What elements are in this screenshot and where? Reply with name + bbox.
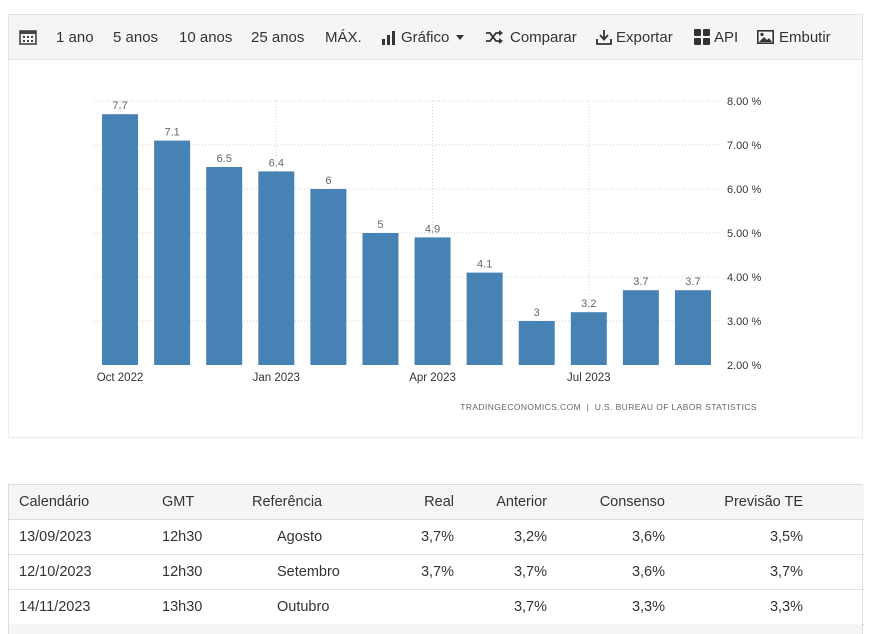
compare-button[interactable]: Comparar [485, 15, 577, 59]
range-10-years[interactable]: 10 anos [179, 28, 233, 46]
cell-actual: 3,7% [402, 554, 454, 590]
chart-panel: 2.00 % 3.00 % 4.00 % 5.00 % 6.00 % 7.00 % 8.00… [8, 60, 863, 438]
bar [102, 114, 139, 365]
api-label: API [714, 28, 739, 46]
y-tick-label: 2.00 % [727, 360, 761, 372]
bar-value-label: 7.7 [112, 100, 127, 112]
export-label: Exportar [616, 28, 673, 46]
y-tick-label: 4.00 % [727, 272, 761, 284]
bar [206, 167, 243, 365]
bar-value-label: 3.7 [685, 276, 700, 288]
x-tick-label: Apr 2023 [409, 372, 456, 384]
cell-date: 13/09/2023 [9, 519, 152, 555]
cell-actual [402, 589, 454, 625]
bar-value-label: 4.1 [477, 259, 492, 271]
calendar-icon[interactable] [19, 15, 37, 59]
cell-date: 12/10/2023 [9, 554, 152, 590]
bar [258, 171, 295, 365]
cell-consensus: 3,6% [547, 519, 665, 555]
chart-type-dropdown[interactable]: Gráfico [381, 15, 465, 59]
bar-value-label: 4.9 [425, 223, 440, 235]
cell-reference: Agosto [242, 519, 402, 555]
x-tick-label: Oct 2022 [97, 372, 144, 384]
bar-value-label: 3.7 [633, 276, 648, 288]
y-tick-label: 8.00 % [727, 96, 761, 108]
table-row: 13/09/2023 12h30 Agosto 3,7% 3,2% 3,6% 3… [9, 519, 864, 555]
caret-down-icon [456, 34, 465, 40]
embed-button[interactable]: Embutir [757, 15, 831, 59]
bar-value-label: 7.1 [164, 127, 179, 139]
cell-consensus: 3,6% [547, 554, 665, 590]
y-tick-label: 5.00 % [727, 228, 761, 240]
image-icon [757, 30, 774, 44]
bar-value-label: 5 [377, 219, 383, 231]
embed-label: Embutir [779, 28, 831, 46]
bar-value-label: 6.5 [217, 153, 232, 165]
cell-date: 14/11/2023 [9, 589, 152, 625]
header-actual[interactable]: Real [402, 485, 454, 520]
inflation-bar-chart: 2.00 % 3.00 % 4.00 % 5.00 % 6.00 % 7.00 % 8.00… [94, 96, 761, 412]
grid-icon [694, 29, 710, 45]
bar [414, 237, 451, 365]
cell-reference: Setembro [242, 554, 402, 590]
chart-toolbar: 1 ano 5 anos 10 anos 25 anos MÁX. Gráfic… [8, 14, 863, 60]
cell-consensus: 3,3% [547, 589, 665, 625]
cell-te-forecast: 3,7% [665, 554, 864, 590]
header-reference[interactable]: Referência [242, 485, 402, 520]
calendar-table: Calendário GMT Referência Real Anterior … [8, 484, 864, 626]
cell-gmt: 12h30 [152, 554, 242, 590]
download-icon [596, 29, 612, 45]
bar [362, 233, 399, 365]
cell-gmt: 13h30 [152, 589, 242, 625]
header-previous[interactable]: Anterior [454, 485, 547, 520]
cell-previous: 3,7% [454, 589, 547, 625]
cell-te-forecast: 3,3% [665, 589, 864, 625]
y-tick-label: 6.00 % [727, 184, 761, 196]
api-button[interactable]: API [694, 15, 738, 59]
y-tick-label: 7.00 % [727, 140, 761, 152]
range-max[interactable]: MÁX. [325, 28, 362, 46]
bar [570, 312, 607, 365]
export-button[interactable]: Exportar [596, 15, 673, 59]
range-1-year[interactable]: 1 ano [56, 28, 94, 46]
y-tick-label: 3.00 % [727, 316, 761, 328]
bar [310, 189, 347, 365]
bar [622, 290, 659, 365]
range-25-years[interactable]: 25 anos [251, 28, 305, 46]
bar-chart-icon [381, 30, 397, 45]
bar [674, 290, 711, 365]
range-5-years[interactable]: 5 anos [113, 28, 159, 46]
bar [518, 321, 555, 365]
header-te-forecast[interactable]: Previsão TE [665, 485, 864, 520]
header-calendar[interactable]: Calendário [9, 485, 152, 520]
chart-source-note: TRADINGECONOMICS.COM | U.S. BUREAU OF LA… [460, 402, 757, 412]
x-tick-label: Jan 2023 [253, 372, 300, 384]
cell-te-forecast: 3,5% [665, 519, 864, 555]
x-tick-label: Jul 2023 [567, 372, 610, 384]
shuffle-icon [485, 30, 503, 44]
compare-label: Comparar [510, 28, 577, 46]
bar-value-label: 3.2 [581, 298, 596, 310]
table-header-row: Calendário GMT Referência Real Anterior … [9, 485, 864, 520]
cell-reference: Outubro [242, 589, 402, 625]
table-row: 12/10/2023 12h30 Setembro 3,7% 3,7% 3,6%… [9, 554, 864, 590]
chart-type-label: Gráfico [401, 28, 450, 46]
bar-value-label: 6.4 [269, 157, 284, 169]
table-footer-strip [8, 624, 863, 634]
bar [466, 272, 503, 365]
bar-value-label: 3 [534, 307, 540, 319]
table-row: 14/11/2023 13h30 Outubro 3,7% 3,3% 3,3% [9, 589, 864, 625]
header-gmt[interactable]: GMT [152, 485, 242, 520]
header-consensus[interactable]: Consenso [547, 485, 665, 520]
cell-previous: 3,7% [454, 554, 547, 590]
cell-gmt: 12h30 [152, 519, 242, 555]
bar-value-label: 6 [325, 175, 331, 187]
cell-actual: 3,7% [402, 519, 454, 555]
bar [154, 140, 191, 365]
cell-previous: 3,2% [454, 519, 547, 555]
